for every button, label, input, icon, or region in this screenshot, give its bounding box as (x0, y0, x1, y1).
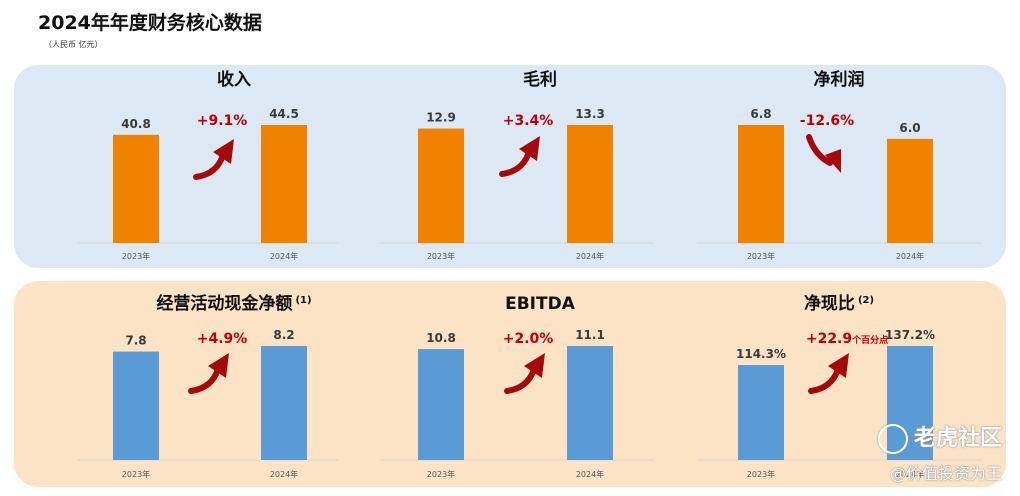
data-label-1: 11.1 (575, 328, 605, 342)
arrow-up-icon (188, 353, 229, 394)
chart-row-bottom: 经营活动现金净额 (1) 7.8 2023年 8.2 2024年 +4.9% EBITDA 10… (77, 293, 982, 479)
arrow-up-icon (808, 353, 849, 394)
tick-label-0: 2023年 (122, 469, 150, 479)
chart-title: 收入 (217, 69, 251, 90)
chart-title: EBITDA (505, 294, 576, 314)
tick-label-1: 2024年 (896, 251, 924, 261)
change-value: +2.0% (503, 331, 554, 347)
change-label: +9.1% (197, 113, 248, 129)
data-label-1: 13.3 (575, 107, 605, 121)
data-label-0: 12.9 (426, 111, 456, 125)
change-value: +4.9% (197, 331, 248, 347)
change-value: +22.9 (806, 331, 852, 347)
watermark-logo-text: 老虎社区 (913, 426, 1002, 451)
chart-title-note: (1) (295, 295, 311, 306)
chart-title: 净现比 (2) (804, 293, 874, 314)
tick-label-0: 2023年 (427, 469, 455, 479)
watermark-logo: 老虎社区 (877, 420, 1002, 454)
change-label: +22.9个百分点 (806, 331, 888, 347)
arrow-up-icon (504, 353, 545, 394)
tick-label-1: 2024年 (270, 251, 298, 261)
chart-title: 净利润 (814, 69, 865, 90)
data-label-0: 6.8 (750, 107, 771, 121)
tick-label-0: 2023年 (747, 251, 775, 261)
change-label: +4.9% (197, 331, 248, 347)
bar-1 (567, 346, 613, 460)
unit-note: （人民币 亿元） (44, 40, 103, 49)
data-label-0: 114.3% (736, 347, 786, 361)
tick-label-0: 2023年 (122, 251, 150, 261)
change-value: +3.4% (503, 113, 554, 129)
data-label-1: 6.0 (899, 121, 920, 135)
chart-title-note: (2) (858, 295, 874, 306)
watermark-user: @价值投资为王 (889, 464, 1002, 483)
tick-label-1: 2024年 (576, 469, 604, 479)
data-label-0: 7.8 (125, 334, 146, 348)
tiger-logo-icon (877, 424, 908, 454)
data-label-0: 40.8 (121, 117, 151, 131)
chart-3: 经营活动现金净额 (1) 7.8 2023年 8.2 2024年 +4.9% (77, 293, 339, 479)
financial-panel-top: 收入 40.8 2023年 44.5 2024年 +9.1% 毛利 12.9 2023年 13.3… (14, 65, 1006, 268)
financial-panel-bottom: 经营活动现金净额 (1) 7.8 2023年 8.2 2024年 +4.9% EBITDA 10… (14, 281, 1006, 487)
tick-label-1: 2024年 (576, 251, 604, 261)
data-label-1: 137.2% (885, 328, 935, 342)
change-label: +3.4% (503, 113, 554, 129)
bar-1 (261, 125, 307, 243)
chart-title: 毛利 (523, 69, 557, 90)
data-label-1: 44.5 (269, 107, 299, 121)
tick-label-0: 2023年 (427, 251, 455, 261)
bar-0 (738, 125, 784, 243)
bar-0 (113, 351, 159, 460)
change-value: +9.1% (197, 113, 248, 129)
page-title: 2024年年度财务核心数据 (38, 12, 262, 34)
tick-label-1: 2024年 (270, 469, 298, 479)
data-label-0: 10.8 (426, 331, 456, 345)
bar-1 (261, 346, 307, 460)
arrow-up-icon (193, 139, 234, 180)
bar-1 (567, 125, 613, 243)
chart-1: 毛利 12.9 2023年 13.3 2024年 +3.4% (380, 69, 654, 261)
arrow-up-icon (499, 136, 540, 177)
chart-row-top: 收入 40.8 2023年 44.5 2024年 +9.1% 毛利 12.9 2023年 13.3… (77, 69, 982, 261)
change-label: -12.6% (800, 113, 854, 129)
change-value: -12.6% (800, 113, 854, 129)
bar-1 (887, 138, 933, 243)
chart-4: EBITDA 10.8 2023年 11.1 2024年 +2.0% (380, 294, 654, 479)
chart-2: 净利润 6.8 2023年 6.0 2024年 -12.6% (697, 69, 982, 261)
data-label-1: 8.2 (273, 328, 294, 342)
bar-0 (418, 128, 464, 243)
bar-0 (738, 365, 784, 460)
bar-0 (113, 134, 159, 243)
tick-label-0: 2023年 (747, 469, 775, 479)
arrow-down-icon (806, 134, 841, 173)
change-suffix: 个百分点 (851, 334, 888, 346)
chart-title: 经营活动现金净额 (1) (156, 293, 311, 314)
change-label: +2.0% (503, 331, 554, 347)
bar-0 (418, 349, 464, 460)
chart-0: 收入 40.8 2023年 44.5 2024年 +9.1% (77, 69, 339, 261)
tick-label-1: 2024年 (896, 469, 924, 479)
